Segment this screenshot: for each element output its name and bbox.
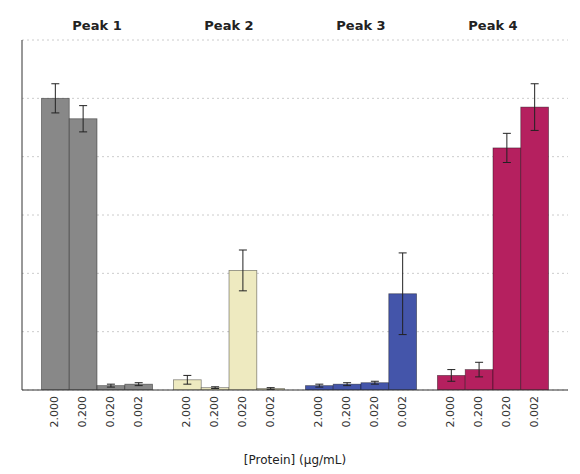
x-tick-label: 0.200 (472, 396, 485, 428)
x-tick-label: 0.002 (264, 396, 277, 428)
group-label: Peak 1 (72, 18, 121, 33)
bar (361, 383, 389, 390)
x-tick-label: 2.000 (180, 396, 193, 428)
x-tick-label: 0.200 (76, 396, 89, 428)
error-bar (371, 381, 379, 384)
bar (41, 98, 69, 390)
x-tick-label: 0.020 (500, 396, 513, 428)
group-label: Peak 4 (468, 18, 517, 33)
grid-line (22, 273, 568, 274)
group-label: Peak 2 (204, 18, 253, 33)
x-tick-label: 2.000 (48, 396, 61, 428)
error-bar (343, 383, 351, 386)
x-tick-label: 2.000 (444, 396, 457, 428)
x-tick-label: 0.002 (132, 396, 145, 428)
x-tick-label: 0.020 (368, 396, 381, 428)
chart: 2.000 0.200 0.020 0.002 Peak 1 2.000 0.200 0.02… (0, 0, 580, 474)
bar (493, 148, 521, 390)
grid-line (22, 156, 568, 157)
bars (41, 84, 548, 390)
error-bar (503, 133, 511, 162)
error-bar (135, 383, 143, 386)
group-label: Peak 3 (336, 18, 385, 33)
error-bar (239, 250, 247, 291)
grid-line (22, 331, 568, 332)
x-tick-label: 2.000 (312, 396, 325, 428)
error-bar (447, 370, 455, 382)
grid-line (22, 215, 568, 216)
x-tick-label: 0.200 (208, 396, 221, 428)
error-bar (531, 84, 539, 131)
grid-line (22, 98, 568, 99)
x-tick-label: 0.002 (396, 396, 409, 428)
bar (69, 119, 97, 390)
error-bar (267, 388, 275, 390)
grid-line (22, 40, 568, 41)
error-bar (315, 384, 323, 387)
x-tick-label: 0.002 (528, 396, 541, 428)
error-bar (475, 362, 483, 377)
grid-line (22, 390, 568, 391)
error-bar (399, 253, 407, 335)
bar (521, 107, 549, 390)
y-axis (22, 40, 23, 390)
error-bar (211, 387, 219, 389)
x-axis-label: [Protein] (μg/mL) (244, 453, 346, 467)
x-tick-label: 0.020 (236, 396, 249, 428)
error-bar (51, 84, 59, 113)
x-tick-label: 0.020 (104, 396, 117, 428)
error-bar (183, 375, 191, 384)
x-tick-label: 0.200 (340, 396, 353, 428)
grid (22, 40, 568, 390)
x-axis (22, 390, 568, 391)
error-bar (107, 384, 115, 387)
error-bar (79, 106, 87, 132)
